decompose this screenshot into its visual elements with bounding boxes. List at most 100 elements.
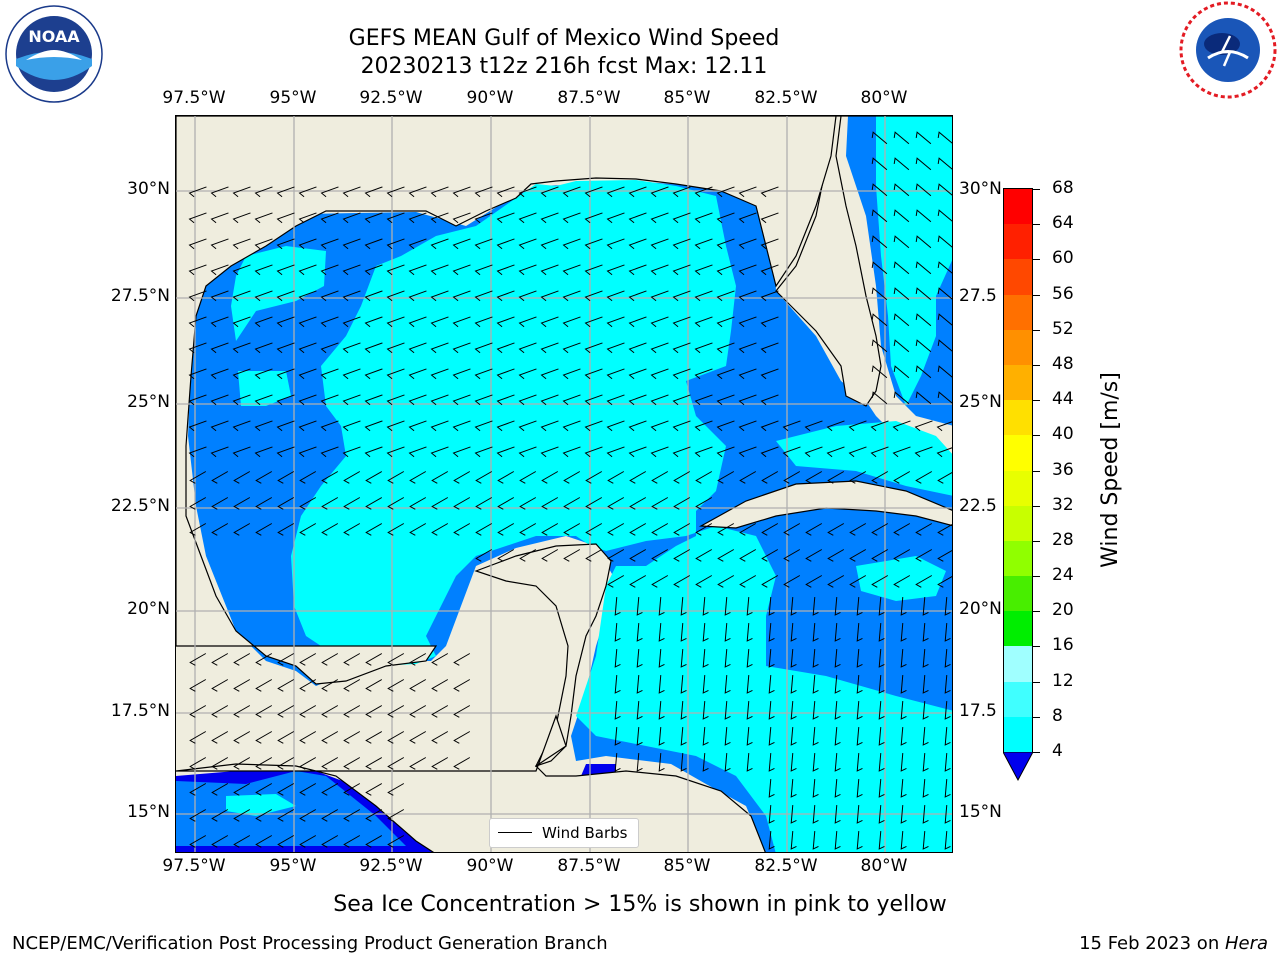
wind-barb: [702, 674, 709, 694]
wind-barb: [673, 497, 691, 510]
wind-barb: [922, 674, 929, 694]
lon-tick-label-top: 90°W: [466, 88, 514, 108]
wind-barb: [783, 523, 801, 536]
wind-barb: [724, 622, 731, 642]
wind-barb: [768, 778, 775, 798]
wind-barb: [746, 622, 753, 642]
wind-barb: [188, 290, 207, 302]
wind-barb: [431, 523, 449, 536]
wind-barb: [430, 238, 449, 250]
wind-barb: [453, 471, 471, 484]
wind-barb: [716, 186, 735, 198]
wind-speed-zone-8-12-tx: [238, 371, 291, 406]
wind-barb: [606, 342, 625, 354]
legend-line-sample: [498, 832, 532, 833]
wind-barb: [944, 596, 951, 616]
wind-barb: [805, 575, 823, 588]
colorbar-label: 32: [1052, 494, 1074, 515]
wind-barb: [871, 471, 889, 484]
wind-barb: [944, 622, 951, 642]
wind-barb: [584, 186, 603, 198]
wind-barb: [475, 549, 493, 562]
wind-barb: [364, 394, 383, 406]
wind-barb: [453, 653, 471, 666]
wind-barb: [871, 365, 888, 379]
wind-barb: [761, 575, 779, 588]
wind-barb: [760, 212, 779, 224]
wind-barb: [540, 238, 559, 250]
wind-barb: [342, 342, 361, 354]
wind-barb: [716, 342, 735, 354]
wind-barb: [364, 342, 383, 354]
wind-barb: [211, 471, 229, 484]
wind-barb: [188, 186, 207, 198]
wind-barb: [562, 238, 581, 250]
wind-barb: [585, 523, 603, 536]
wind-barb: [562, 342, 581, 354]
wind-barb: [937, 131, 952, 145]
wind-speed-map: [176, 116, 952, 852]
wind-barb: [408, 446, 427, 458]
wind-barb: [672, 420, 691, 432]
wind-barb: [900, 726, 907, 746]
wind-barb: [848, 420, 867, 432]
wind-barb: [849, 549, 867, 562]
wind-barb: [724, 752, 731, 772]
wind-barb: [518, 394, 537, 406]
nws-logo: [1179, 1, 1277, 99]
wind-barb: [211, 809, 229, 822]
wind-barb: [321, 809, 339, 822]
wind-barb: [452, 342, 471, 354]
wind-barb: [944, 778, 951, 798]
wind-barb: [540, 342, 559, 354]
colorbar-segment: [1004, 224, 1032, 260]
wind-barb: [474, 368, 493, 380]
wind-barb: [540, 316, 559, 328]
wind-barb: [255, 471, 273, 484]
wind-barb: [716, 290, 735, 302]
wind-barb: [474, 316, 493, 328]
wind-barb: [496, 368, 515, 380]
wind-barb: [878, 830, 885, 850]
colorbar-tick: [1033, 259, 1040, 261]
sea-ice-note: Sea Ice Concentration > 15% is shown in …: [333, 892, 947, 917]
wind-barb: [849, 575, 867, 588]
wind-barb: [944, 752, 951, 772]
wind-barb: [585, 471, 603, 484]
wind-barb: [210, 420, 229, 432]
colorbar-label: 28: [1052, 529, 1074, 550]
wind-barb: [299, 757, 317, 770]
lon-tick-label-top: 80°W: [860, 88, 908, 108]
wind-barb: [188, 342, 207, 354]
wind-barb: [343, 523, 361, 536]
wind-barb: [562, 446, 581, 458]
wind-barb: [540, 290, 559, 302]
wind-barb: [812, 752, 819, 772]
wind-barb: [431, 471, 449, 484]
wind-barb: [584, 394, 603, 406]
wind-barb: [915, 339, 932, 353]
wind-barb: [716, 368, 735, 380]
colorbar-segment: [1004, 716, 1032, 753]
wind-barb: [431, 731, 449, 744]
wind-barb: [452, 186, 471, 198]
wind-barb: [628, 290, 647, 302]
wind-barb: [452, 316, 471, 328]
wind-barb: [497, 523, 515, 536]
wind-barb: [584, 238, 603, 250]
wind-barb: [871, 235, 888, 249]
wind-barb: [518, 368, 537, 380]
wind-barb: [695, 575, 713, 588]
wind-barb: [430, 186, 449, 198]
wind-barb: [768, 804, 775, 824]
wind-barb: [680, 596, 687, 616]
wind-barb: [364, 186, 383, 198]
wind-barb: [812, 726, 819, 746]
wind-barb: [724, 648, 731, 668]
wind-barb: [277, 835, 295, 848]
wind-barb: [276, 238, 295, 250]
colorbar-extend-triangle: [1003, 752, 1033, 782]
wind-barb: [694, 290, 713, 302]
wind-barb: [871, 183, 888, 197]
map-panel: [175, 115, 953, 853]
